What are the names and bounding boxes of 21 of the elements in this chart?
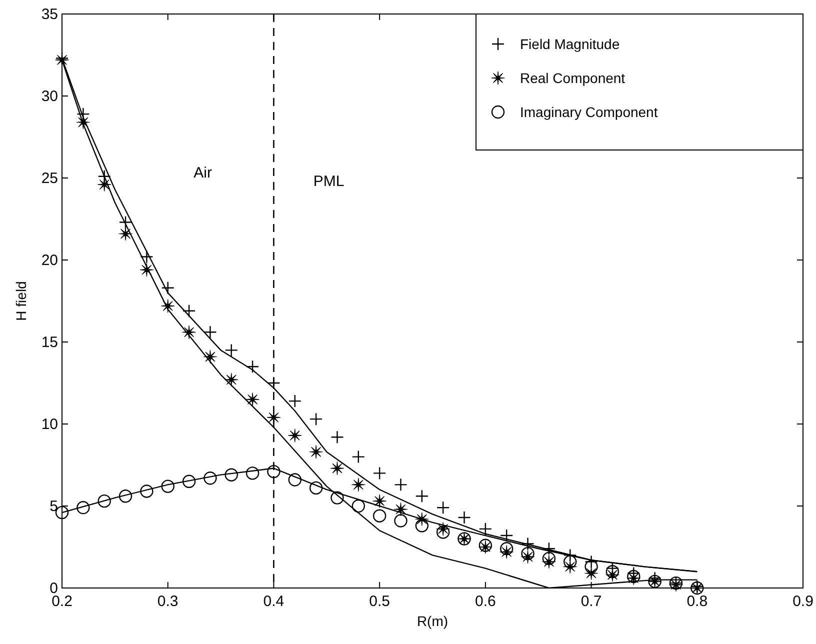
- y-tick-label: 20: [41, 252, 58, 269]
- y-tick-label: 25: [41, 170, 58, 187]
- x-axis-title: R(m): [416, 613, 448, 629]
- y-tick-label: 15: [41, 334, 58, 351]
- x-tick-label: 0.8: [686, 593, 708, 610]
- legend-label: Real Component: [520, 70, 626, 86]
- x-tick-label: 0.5: [369, 593, 390, 610]
- y-tick-label: 5: [50, 498, 58, 515]
- x-tick-label: 0.6: [475, 593, 496, 610]
- x-tick-label: 0.7: [580, 593, 602, 610]
- legend-label: Field Magnitude: [520, 36, 620, 52]
- x-tick-label: 0.4: [263, 593, 284, 610]
- y-tick-label: 35: [41, 6, 58, 23]
- y-tick-label: 30: [41, 88, 58, 105]
- annotation: PML: [313, 173, 344, 190]
- x-tick-label: 0.9: [792, 593, 814, 610]
- y-axis-title: H field: [13, 281, 29, 321]
- annotation: Air: [194, 164, 212, 182]
- y-tick-label: 10: [41, 416, 58, 433]
- x-tick-label: 0.3: [157, 593, 178, 610]
- legend-label: Imaginary Component: [520, 104, 658, 120]
